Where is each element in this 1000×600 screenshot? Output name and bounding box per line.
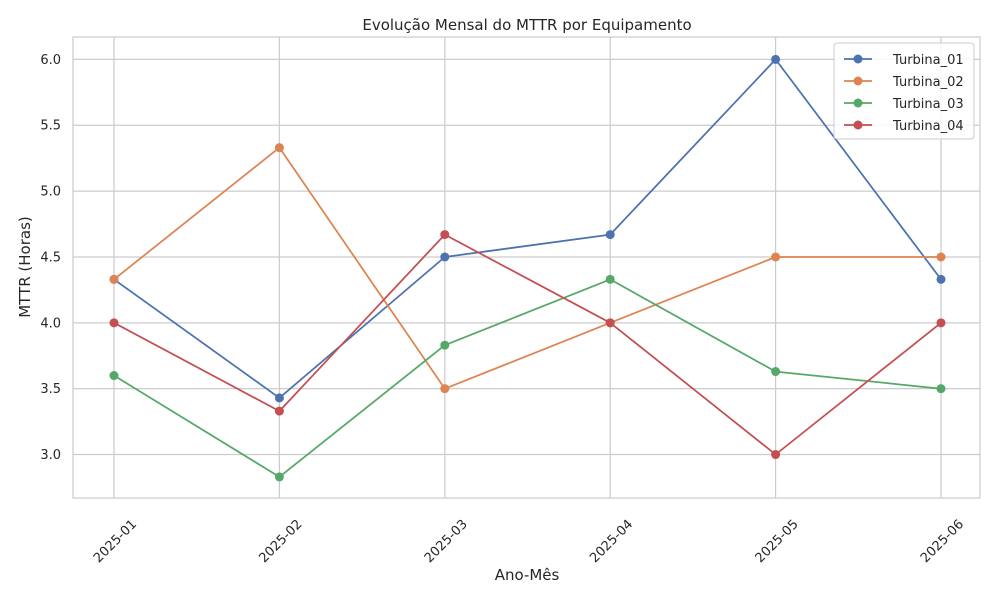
data-point — [771, 54, 781, 64]
legend-swatch-marker — [853, 54, 863, 64]
chart-title: Evolução Mensal do MTTR por Equipamento — [362, 16, 691, 34]
legend-label: Turbina_03 — [892, 97, 964, 112]
y-tick-label: 5.0 — [40, 185, 61, 200]
data-point — [771, 367, 781, 377]
legend-label: Turbina_04 — [892, 119, 964, 134]
series-turbina_03 — [109, 274, 946, 482]
data-point — [109, 274, 119, 284]
legend-label: Turbina_02 — [892, 75, 964, 90]
series-line — [113, 146, 942, 390]
legend-item-turbina_04: Turbina_04 — [844, 119, 964, 134]
data-point — [605, 230, 615, 240]
data-point — [605, 274, 615, 284]
data-point — [109, 371, 119, 381]
data-point — [274, 406, 284, 416]
legend: Turbina_01 Turbina_02 Turbina_03 Turbina_04 — [833, 42, 975, 140]
data-point — [440, 384, 450, 394]
data-point — [109, 318, 119, 328]
y-tick-label: 4.5 — [40, 250, 61, 265]
plot-area-frame — [72, 36, 981, 499]
y-tick-label: 5.5 — [40, 119, 61, 134]
legend-item-turbina_01: Turbina_01 — [844, 53, 964, 68]
series-turbina_04 — [109, 230, 946, 460]
y-tick-label: 3.5 — [40, 382, 61, 397]
data-point — [274, 472, 284, 482]
series-line — [113, 278, 942, 478]
legend-swatch-marker — [853, 120, 863, 130]
data-point — [936, 274, 946, 284]
legend-item-turbina_03: Turbina_03 — [844, 97, 964, 112]
y-tick-label: 6.0 — [40, 53, 61, 68]
legend-box — [833, 42, 975, 140]
legend-swatch-marker — [853, 98, 863, 108]
data-point — [440, 340, 450, 350]
legend-label: Turbina_01 — [892, 53, 964, 68]
data-point — [274, 143, 284, 153]
data-point — [936, 252, 946, 262]
series-lines — [109, 54, 946, 482]
data-point — [936, 384, 946, 394]
legend-swatch-marker — [853, 76, 863, 86]
x-axis-label: Ano-Mês — [495, 566, 560, 584]
grid-lines — [73, 37, 980, 498]
series-line — [113, 233, 942, 456]
y-tick-label: 4.0 — [40, 316, 61, 331]
series-line — [113, 58, 942, 399]
data-point — [936, 318, 946, 328]
y-axis-ticks: 3.0 3.5 4.0 4.5 5.0 5.5 6.0 — [40, 53, 61, 463]
legend-item-turbina_02: Turbina_02 — [844, 75, 964, 90]
data-point — [440, 252, 450, 262]
data-point — [605, 318, 615, 328]
data-point — [440, 230, 450, 240]
data-point — [274, 393, 284, 403]
data-point — [771, 450, 781, 460]
y-tick-label: 3.0 — [40, 448, 61, 463]
data-point — [771, 252, 781, 262]
y-axis-label: MTTR (Horas) — [16, 216, 34, 318]
